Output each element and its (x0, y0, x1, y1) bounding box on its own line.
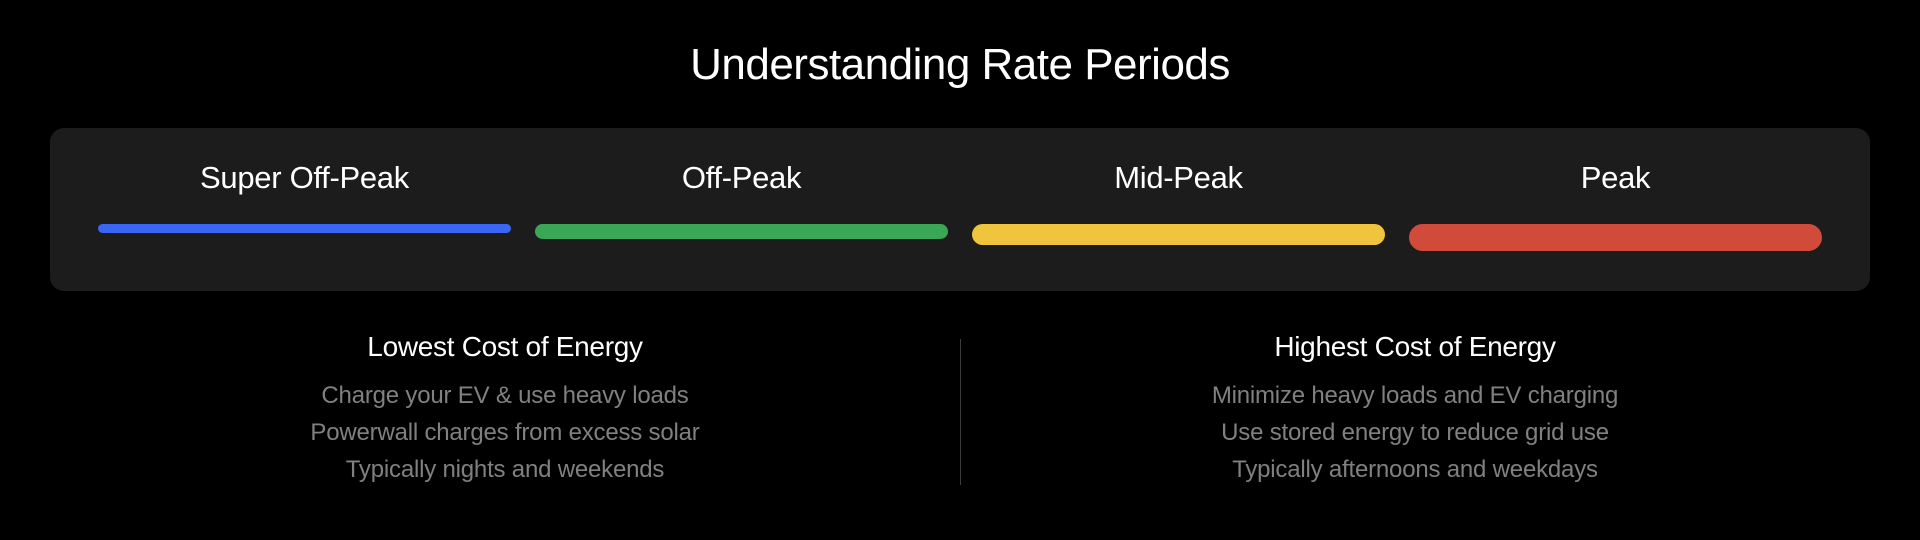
rate-label: Off-Peak (682, 160, 801, 196)
rate-bar-peak (1409, 224, 1822, 251)
description-heading: Lowest Cost of Energy (90, 331, 920, 363)
description-line: Typically nights and weekends (90, 451, 920, 488)
vertical-divider (960, 339, 961, 485)
description-line: Typically afternoons and weekdays (1000, 451, 1830, 488)
page-title: Understanding Rate Periods (50, 40, 1870, 90)
description-lowest: Lowest Cost of Energy Charge your EV & u… (50, 331, 960, 489)
rate-label: Super Off-Peak (200, 160, 409, 196)
rate-bar-super-off-peak (98, 224, 511, 233)
description-line: Powerwall charges from excess solar (90, 414, 920, 451)
rate-item-super-off-peak: Super Off-Peak (98, 160, 511, 251)
rate-periods-card: Super Off-Peak Off-Peak Mid-Peak Peak (50, 128, 1870, 291)
description-heading: Highest Cost of Energy (1000, 331, 1830, 363)
description-line: Use stored energy to reduce grid use (1000, 414, 1830, 451)
rate-bar-off-peak (535, 224, 948, 239)
rate-label: Peak (1581, 160, 1650, 196)
rate-item-off-peak: Off-Peak (535, 160, 948, 251)
description-highest: Highest Cost of Energy Minimize heavy lo… (960, 331, 1870, 489)
rate-item-mid-peak: Mid-Peak (972, 160, 1385, 251)
descriptions-row: Lowest Cost of Energy Charge your EV & u… (50, 331, 1870, 489)
description-line: Minimize heavy loads and EV charging (1000, 377, 1830, 414)
rate-periods-container: Understanding Rate Periods Super Off-Pea… (0, 0, 1920, 489)
rate-label: Mid-Peak (1114, 160, 1243, 196)
description-line: Charge your EV & use heavy loads (90, 377, 920, 414)
rate-bar-mid-peak (972, 224, 1385, 245)
rate-item-peak: Peak (1409, 160, 1822, 251)
